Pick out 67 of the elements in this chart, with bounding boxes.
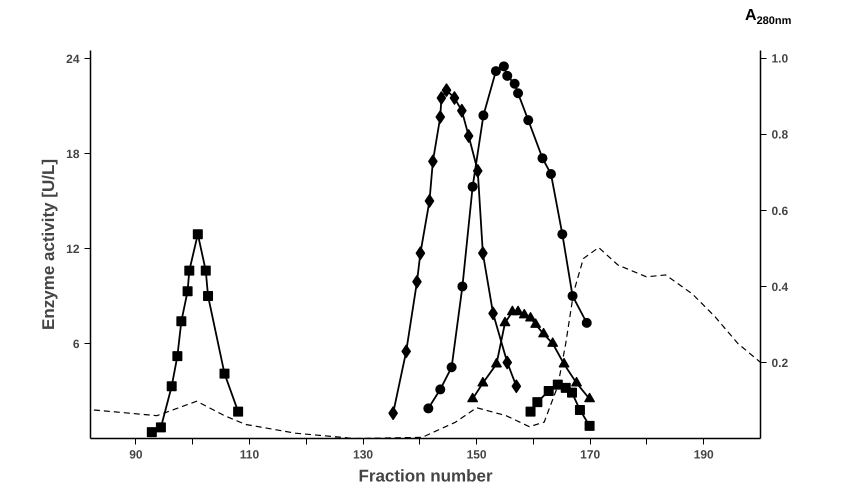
point bbox=[547, 337, 558, 347]
point bbox=[457, 281, 468, 292]
point bbox=[518, 308, 530, 318]
point bbox=[435, 110, 446, 124]
point bbox=[156, 422, 166, 432]
point bbox=[467, 392, 478, 402]
point bbox=[182, 286, 193, 296]
point bbox=[584, 420, 595, 431]
point bbox=[571, 376, 582, 386]
point bbox=[401, 344, 412, 358]
x-tick-label: 190 bbox=[694, 448, 714, 462]
point bbox=[510, 78, 520, 89]
point bbox=[146, 427, 157, 438]
point bbox=[502, 355, 512, 370]
point bbox=[220, 368, 230, 379]
y2-axis-title: A$_{280nm}$ bbox=[744, 6, 792, 30]
point bbox=[490, 66, 501, 76]
x-tick-label: 90 bbox=[129, 448, 143, 462]
y2-tick-label: 0.4 bbox=[772, 280, 789, 294]
point bbox=[532, 397, 542, 408]
point bbox=[530, 318, 542, 328]
y2-tick-label: 0.8 bbox=[772, 128, 789, 142]
point bbox=[537, 153, 548, 164]
point bbox=[423, 403, 434, 414]
point bbox=[499, 316, 510, 326]
point bbox=[584, 392, 596, 402]
x-tick-label: 110 bbox=[240, 448, 260, 462]
point bbox=[546, 169, 556, 180]
y2-tick-label: 0.6 bbox=[772, 204, 789, 218]
point bbox=[192, 229, 203, 240]
y2-tick-label: 1.0 bbox=[772, 52, 789, 66]
point bbox=[566, 388, 577, 398]
point bbox=[498, 61, 509, 72]
point bbox=[557, 229, 568, 240]
point bbox=[513, 88, 524, 98]
point bbox=[574, 404, 585, 415]
point bbox=[446, 362, 457, 372]
point bbox=[523, 115, 534, 126]
point bbox=[203, 290, 214, 301]
point bbox=[544, 386, 554, 396]
x-axis-title: Fraction number bbox=[358, 466, 493, 486]
point bbox=[526, 406, 536, 417]
y-tick-label: 24 bbox=[66, 52, 80, 66]
x-tick-label: 150 bbox=[466, 448, 487, 462]
point bbox=[477, 376, 488, 386]
point bbox=[525, 312, 536, 322]
point bbox=[538, 328, 550, 338]
x-tick-label: 170 bbox=[580, 448, 600, 462]
y2-tick-label: 0.2 bbox=[772, 356, 789, 370]
point bbox=[184, 266, 194, 276]
y-tick-label: 6 bbox=[72, 336, 80, 351]
point bbox=[582, 318, 592, 328]
point bbox=[468, 182, 478, 192]
x-tick-label: 130 bbox=[353, 448, 374, 462]
point bbox=[435, 384, 446, 394]
y-axis-title: Enzyme activity [U/L] bbox=[39, 158, 58, 330]
point bbox=[200, 266, 211, 276]
y-tick-label: 12 bbox=[66, 242, 80, 256]
point bbox=[502, 70, 512, 81]
point bbox=[233, 406, 244, 417]
y-tick-label: 18 bbox=[66, 146, 80, 161]
point bbox=[568, 290, 578, 301]
point bbox=[478, 110, 488, 120]
point bbox=[490, 358, 502, 368]
point bbox=[176, 316, 186, 326]
point bbox=[166, 381, 177, 392]
point bbox=[172, 351, 182, 362]
